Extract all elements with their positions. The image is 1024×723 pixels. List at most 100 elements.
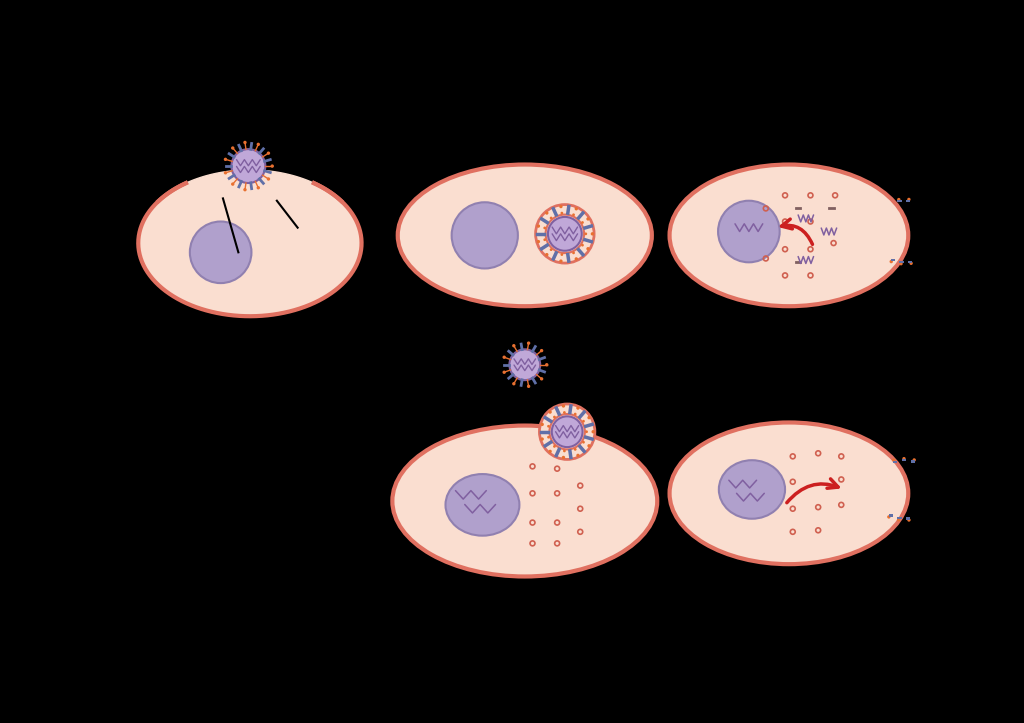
Circle shape	[573, 448, 577, 450]
Circle shape	[189, 221, 252, 283]
Circle shape	[582, 420, 585, 423]
Circle shape	[892, 458, 896, 462]
Circle shape	[577, 454, 580, 457]
Circle shape	[907, 198, 910, 201]
Circle shape	[540, 349, 544, 352]
Circle shape	[587, 247, 590, 250]
Circle shape	[560, 253, 563, 256]
Bar	[910, 461, 914, 463]
Bar	[893, 461, 897, 463]
Bar	[906, 518, 910, 520]
Circle shape	[550, 217, 553, 219]
Circle shape	[512, 344, 515, 348]
Bar	[908, 261, 912, 263]
Circle shape	[577, 406, 580, 410]
Circle shape	[231, 149, 265, 183]
Circle shape	[231, 146, 234, 150]
Ellipse shape	[670, 165, 908, 307]
Polygon shape	[138, 170, 361, 316]
Circle shape	[581, 244, 584, 247]
Circle shape	[902, 457, 905, 461]
Circle shape	[541, 437, 544, 441]
Bar	[897, 200, 902, 202]
Circle shape	[550, 248, 553, 251]
Circle shape	[537, 224, 540, 228]
Bar	[902, 459, 906, 461]
Circle shape	[541, 423, 544, 426]
Circle shape	[267, 152, 270, 155]
Ellipse shape	[719, 461, 785, 518]
Circle shape	[537, 240, 540, 244]
Circle shape	[540, 404, 595, 459]
Circle shape	[244, 141, 247, 144]
Circle shape	[553, 445, 556, 448]
Circle shape	[907, 518, 910, 522]
Circle shape	[581, 221, 584, 224]
Circle shape	[270, 164, 274, 168]
Circle shape	[231, 182, 234, 186]
Circle shape	[548, 217, 582, 251]
Circle shape	[545, 211, 549, 215]
Circle shape	[588, 416, 591, 419]
Circle shape	[574, 207, 578, 210]
Circle shape	[503, 356, 506, 359]
Circle shape	[224, 158, 227, 161]
Circle shape	[544, 226, 546, 229]
Circle shape	[559, 260, 562, 262]
Bar	[897, 517, 901, 519]
Circle shape	[559, 205, 562, 208]
Circle shape	[887, 515, 891, 518]
Bar	[899, 261, 903, 263]
Ellipse shape	[397, 165, 652, 307]
Circle shape	[452, 202, 518, 268]
Circle shape	[549, 450, 552, 453]
Circle shape	[267, 177, 270, 181]
Circle shape	[897, 518, 900, 521]
Bar	[889, 515, 893, 517]
Circle shape	[912, 458, 915, 462]
Circle shape	[503, 371, 506, 374]
Circle shape	[718, 201, 779, 262]
Bar	[906, 200, 910, 202]
Circle shape	[563, 411, 566, 414]
Circle shape	[527, 341, 530, 345]
Circle shape	[549, 411, 552, 414]
Circle shape	[560, 212, 563, 215]
Circle shape	[512, 382, 515, 385]
Circle shape	[545, 363, 549, 367]
Circle shape	[562, 455, 565, 459]
Circle shape	[573, 413, 577, 416]
Circle shape	[540, 377, 544, 380]
Ellipse shape	[392, 426, 657, 576]
Circle shape	[257, 186, 260, 189]
Circle shape	[257, 142, 260, 146]
Circle shape	[591, 232, 594, 236]
Circle shape	[509, 349, 541, 380]
Circle shape	[897, 198, 900, 201]
Circle shape	[553, 416, 556, 419]
Circle shape	[909, 262, 912, 265]
Circle shape	[572, 213, 574, 216]
Circle shape	[563, 450, 566, 453]
Bar	[891, 259, 895, 261]
Circle shape	[547, 425, 550, 427]
Circle shape	[552, 416, 583, 447]
Circle shape	[562, 404, 565, 408]
Circle shape	[536, 205, 594, 263]
Circle shape	[587, 217, 590, 221]
Circle shape	[899, 262, 903, 265]
Circle shape	[574, 257, 578, 260]
Circle shape	[224, 171, 227, 174]
Circle shape	[588, 444, 591, 448]
Circle shape	[572, 252, 574, 254]
Circle shape	[544, 239, 546, 241]
Circle shape	[547, 436, 550, 439]
Circle shape	[585, 430, 588, 433]
Circle shape	[545, 253, 549, 257]
Circle shape	[527, 385, 530, 388]
Ellipse shape	[670, 422, 908, 564]
Circle shape	[244, 188, 247, 192]
Circle shape	[592, 430, 595, 433]
Ellipse shape	[445, 474, 519, 536]
Circle shape	[585, 232, 587, 235]
